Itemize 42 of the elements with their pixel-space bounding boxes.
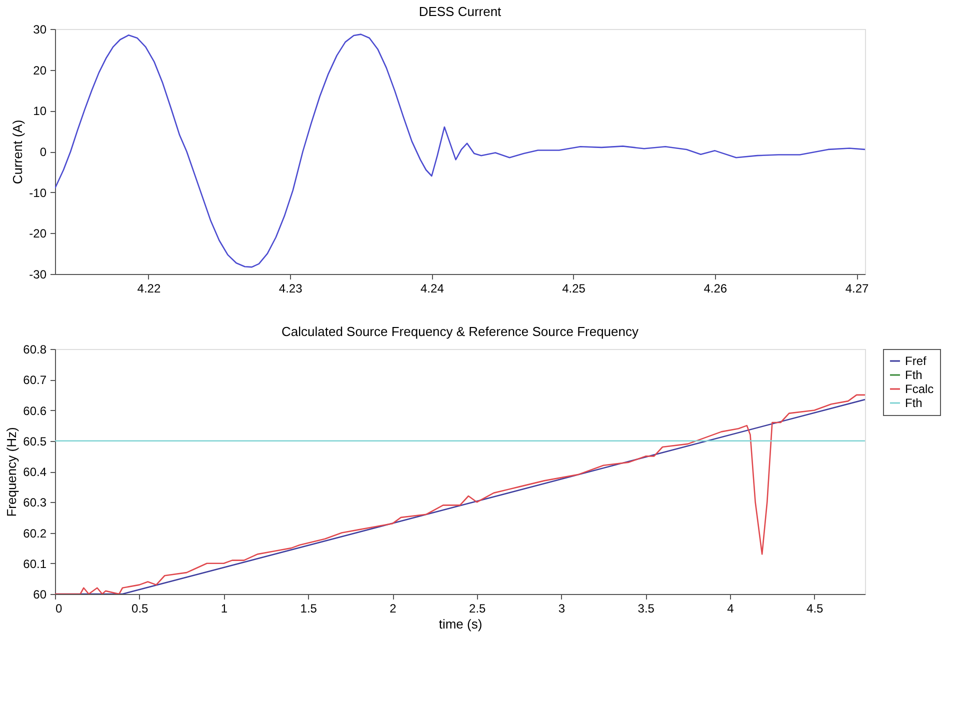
chart-title: Calculated Source Frequency & Reference Source Frequency (282, 324, 639, 339)
x-tick-label: 4.27 (845, 282, 870, 296)
line-series (55, 34, 865, 268)
y-tick-label: 10 (33, 104, 47, 118)
x-tick-label: 2 (390, 602, 397, 616)
y-tick-label: 0 (40, 145, 47, 159)
x-tick-label: 2.5 (469, 602, 486, 616)
chart-title: DESS Current (418, 4, 502, 19)
y-tick-label: 60.2 (23, 526, 47, 540)
x-tick-label: 4.24 (420, 282, 444, 296)
y-axis-title: Frequency (Hz) (4, 427, 20, 517)
x-tick-label: 0.5 (132, 602, 149, 616)
x-axis-title: time (s) (438, 616, 482, 632)
y-tick-label: 60.3 (23, 496, 47, 510)
x-tick-label: 3 (558, 602, 566, 616)
y-tick-label: -10 (29, 186, 47, 200)
y-tick-label: 60.7 (23, 373, 47, 388)
x-tick-label: 3.5 (638, 602, 655, 616)
y-tick-label: 60.1 (23, 556, 47, 571)
x-tick-label: 1.5 (300, 602, 318, 616)
x-tick-label: 0 (56, 602, 62, 616)
legend-label: Fth (905, 396, 922, 410)
legend-label: Fth (905, 368, 922, 382)
y-axis-title: Current (A) (10, 120, 26, 184)
y-tick-label: 60.6 (23, 404, 47, 418)
y-tick-label: 20 (33, 63, 47, 78)
y-tick-label: 60.4 (23, 465, 47, 479)
x-tick-label: 4.23 (278, 282, 303, 296)
y-tick-label: 60 (33, 588, 47, 602)
y-tick-label: -20 (29, 226, 47, 241)
x-tick-label: 4.5 (806, 602, 824, 616)
x-tick-label: 4.22 (137, 282, 161, 296)
x-tick-label: 4.25 (562, 282, 586, 296)
legend-label: Fref (905, 354, 927, 368)
y-tick-label: 60.5 (23, 434, 47, 448)
legend-label: Fcalc (905, 382, 934, 396)
x-tick-label: 4 (727, 602, 734, 616)
x-tick-label: 1 (220, 602, 228, 616)
y-tick-label: 60.8 (23, 342, 47, 356)
y-tick-label: -30 (29, 268, 47, 282)
y-tick-label: 30 (33, 22, 47, 36)
x-tick-label: 4.26 (704, 282, 728, 296)
